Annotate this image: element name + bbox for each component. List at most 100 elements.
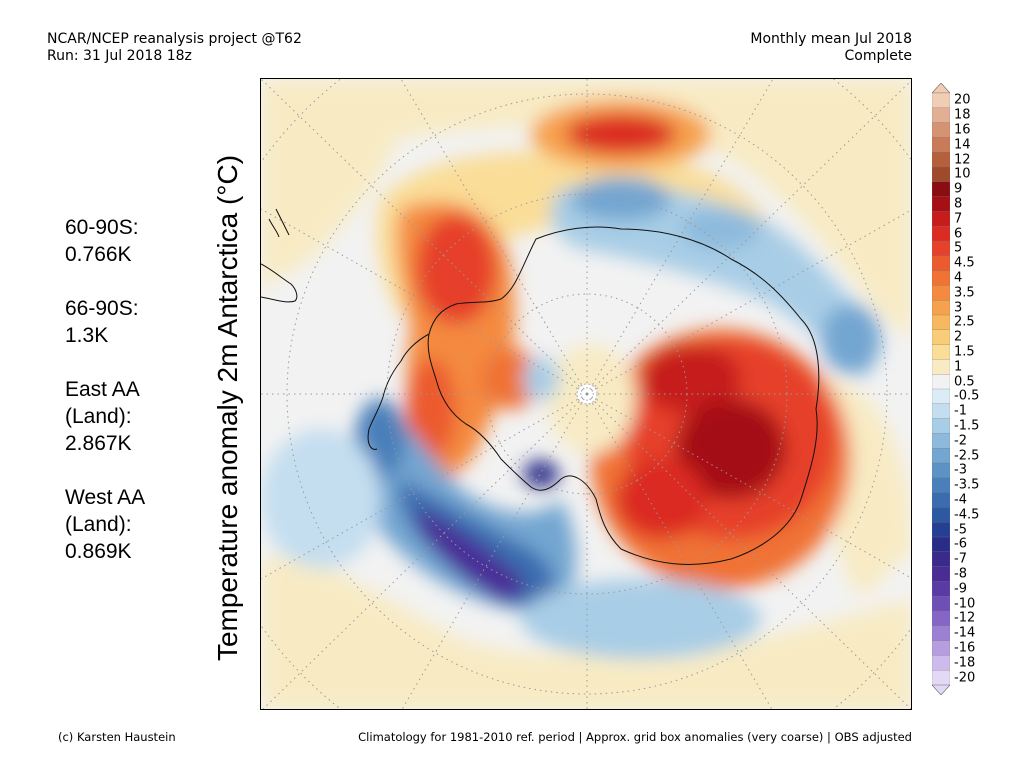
colorbar-swatch [932,418,950,434]
colorbar-swatch [932,403,950,420]
stat-line: 1.3K [65,324,109,347]
colorbar-swatch [932,314,950,331]
colorbar-swatch [932,374,950,390]
colorbar-swatch [932,240,950,257]
colorbar-label: -20 [954,670,976,686]
colorbar-swatch [932,610,950,627]
colorbar-swatch [932,344,950,360]
south-america-detail [268,208,290,238]
colorbar-swatch [932,536,950,553]
region-stats: 60-90S: 0.766K 66-90S: 1.3K East AA (Lan… [65,214,145,592]
colorbar-swatch [932,196,950,212]
colorbar-label: -5 [954,522,967,538]
south-america-coastline [261,263,298,303]
colorbar-label: -12 [954,610,976,626]
header-right: Monthly mean Jul 2018 Complete [750,31,912,65]
anomaly-map [260,78,912,710]
colorbar-label: -4 [954,492,967,508]
colorbar-swatch [932,329,950,346]
colorbar-swatch [932,507,950,523]
colorbar-label: -4.5 [954,507,980,523]
colorbar-swatch [932,359,950,375]
stat-line: 2.867K [65,432,132,455]
colorbar-label: -18 [954,655,976,671]
colorbar-swatch [932,285,950,301]
colorbar-swatch [932,670,950,686]
colorbar-label: 12 [954,152,971,168]
colorbar-swatch [932,226,950,242]
colorbar-swatch [932,492,950,508]
stat-line: 60-90S: [65,216,139,239]
colorbar-swatch [932,92,950,109]
colorbar-swatch [932,551,950,568]
peninsula-coastline [367,333,430,450]
vertical-axis-title: Temperature anomaly 2m Antarctica (°C) [212,154,243,662]
colorbar-label: 7 [954,211,963,227]
colorbar-swatch [932,655,950,671]
colorbar-swatch [932,255,950,272]
colorbar-swatch [932,300,950,316]
colorbar-label: 18 [954,107,971,123]
stat-east-aa: East AA (Land): 2.867K [65,376,145,457]
colorbar-label: 16 [954,122,971,138]
colorbar-label: 3 [954,300,963,316]
colorbar-top-arrow [932,83,950,94]
completeness: Complete [844,48,912,64]
colorbar-label: 6 [954,226,963,242]
colorbar-swatch [932,448,950,464]
colorbar [932,83,950,695]
colorbar-label: -9 [954,581,967,597]
stat-line: (Land): [65,513,132,536]
colorbar-swatch [932,566,950,582]
period-title: Monthly mean Jul 2018 [750,31,912,47]
colorbar-label: 10 [954,166,971,182]
colorbar-swatch [932,477,950,494]
stat-66-90s: 66-90S: 1.3K [65,295,145,349]
colorbar-label: -7 [954,551,967,567]
colorbar-label: -14 [954,625,976,641]
colorbar-label: -6 [954,536,967,552]
colorbar-label: 5 [954,240,963,256]
colorbar-swatch [932,270,950,286]
colorbar-label: -0.5 [954,388,980,404]
colorbar-label: 2 [954,329,963,345]
colorbar-swatch [932,596,950,612]
colorbar-label: 8 [954,196,963,212]
colorbar-label: -3 [954,462,967,478]
colorbar-label: -1 [954,403,967,419]
stat-line: 66-90S: [65,297,139,320]
colorbar-label: 4.5 [954,255,975,271]
colorbar-label: -8 [954,566,967,582]
colorbar-label: 2.5 [954,314,975,330]
colorbar-label: 1 [954,359,963,375]
colorbar-label: 9 [954,181,963,197]
stat-west-aa: West AA (Land): 0.869K [65,484,145,565]
colorbar-label: 14 [954,137,971,153]
colorbar-swatch [932,211,950,227]
stat-line: 0.766K [65,243,132,266]
colorbar-swatch [932,152,950,168]
colorbar-label: -1.5 [954,418,980,434]
colorbar-label: -16 [954,640,976,656]
header-left: NCAR/NCEP reanalysis project @T62 Run: 3… [47,31,302,65]
stat-line: (Land): [65,405,132,428]
run-time: Run: 31 Jul 2018 18z [47,48,192,64]
colorbar-label: 1.5 [954,344,975,360]
stat-line: East AA [65,378,140,401]
colorbar-swatch [932,522,950,538]
colorbar-swatch [932,388,950,405]
colorbar-swatch [932,462,950,479]
colorbar-swatches [932,83,950,695]
colorbar-label: 4 [954,270,963,286]
dataset-title: NCAR/NCEP reanalysis project @T62 [47,31,302,47]
colorbar-swatch [932,107,950,124]
colorbar-label: 3.5 [954,285,975,301]
colorbar-swatch [932,166,950,183]
footer-credit: (c) Karsten Haustein [58,730,176,744]
colorbar-swatch [932,581,950,597]
colorbar-swatch [932,122,950,138]
footer-note: Climatology for 1981-2010 ref. period | … [358,730,912,744]
colorbar-label: 20 [954,92,971,108]
colorbar-swatch [932,640,950,656]
colorbar-label: -2 [954,433,967,449]
